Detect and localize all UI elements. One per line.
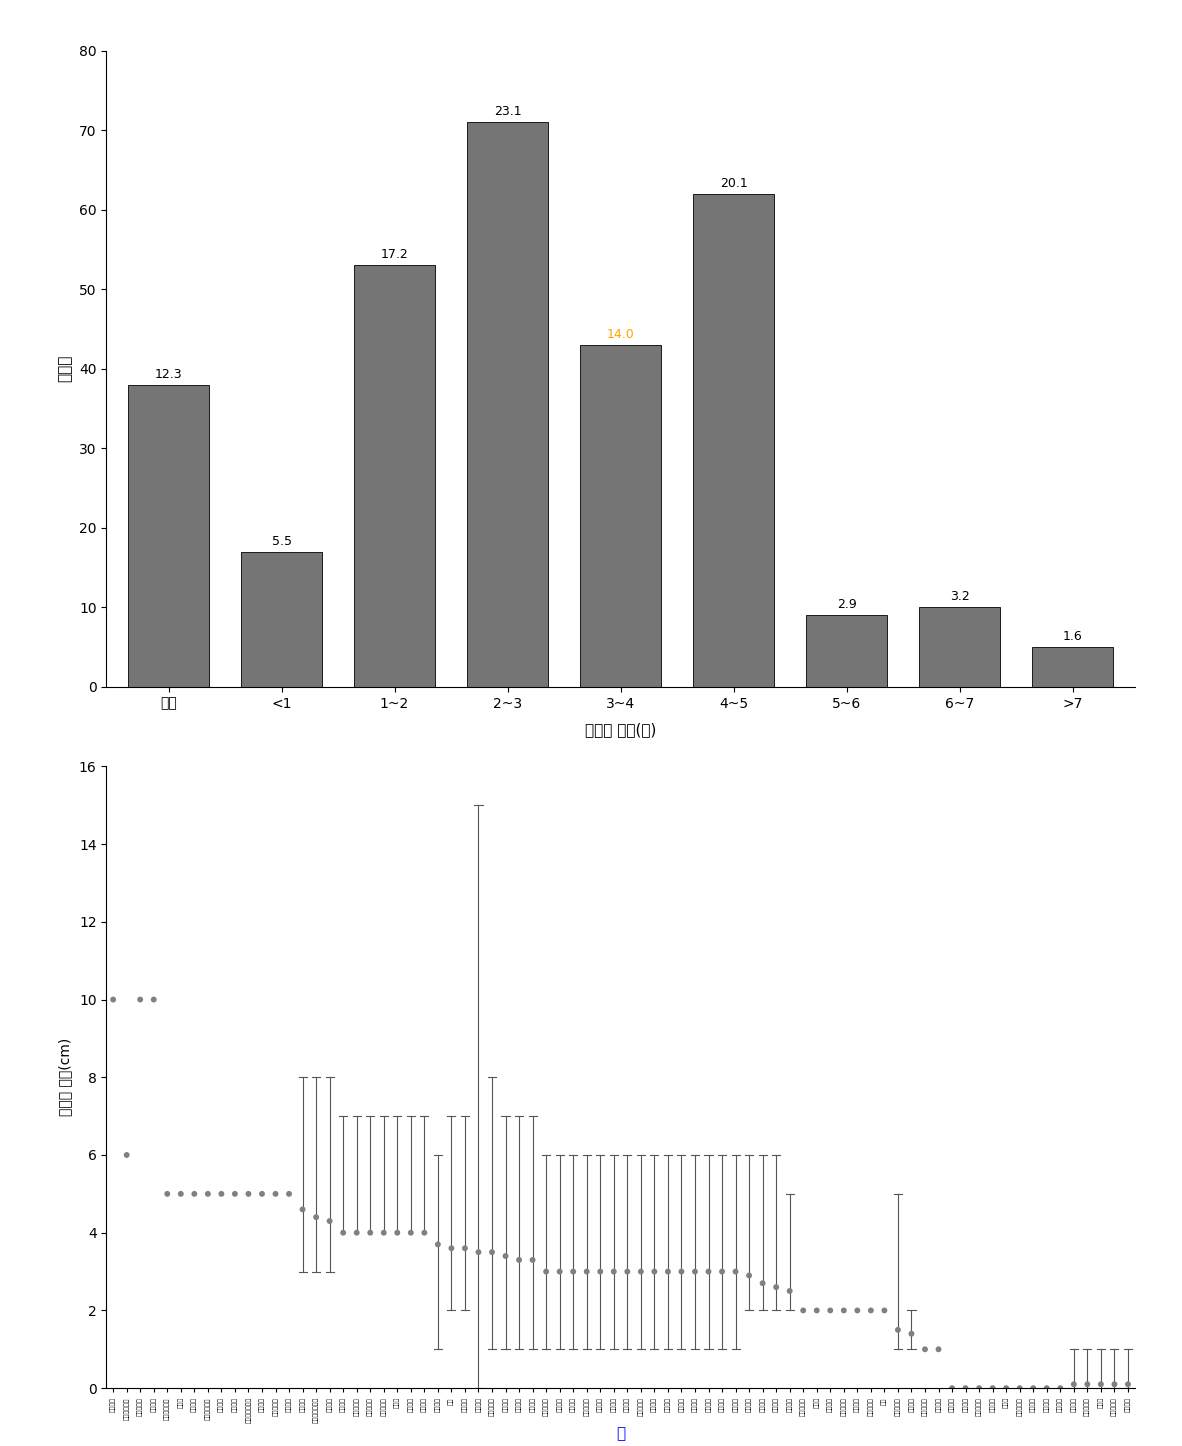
Point	[361, 1220, 379, 1244]
Point	[184, 1183, 203, 1206]
Point	[1024, 1377, 1043, 1400]
Point	[469, 1241, 488, 1264]
Point	[807, 1299, 826, 1322]
Point	[862, 1299, 881, 1322]
Text: 3.2: 3.2	[949, 590, 969, 603]
Point	[686, 1259, 704, 1283]
Point	[604, 1259, 623, 1283]
Point	[1011, 1377, 1030, 1400]
Point	[375, 1220, 394, 1244]
Point	[415, 1220, 434, 1244]
Text: 1.6: 1.6	[1063, 630, 1083, 643]
Bar	[693, 194, 774, 687]
X-axis label: 낙: 낙	[616, 1426, 625, 1442]
Bar	[918, 607, 1000, 687]
Point	[983, 1377, 1002, 1400]
Point	[1038, 1377, 1057, 1400]
Text: 2.9: 2.9	[837, 599, 857, 612]
Point	[618, 1259, 637, 1283]
Point	[1064, 1372, 1083, 1395]
Bar	[353, 265, 435, 687]
Point	[658, 1259, 677, 1283]
Point	[509, 1248, 528, 1271]
Bar	[241, 551, 323, 687]
Point	[996, 1377, 1015, 1400]
Point	[753, 1271, 772, 1294]
Point	[455, 1236, 474, 1259]
Point	[171, 1183, 190, 1206]
Point	[591, 1259, 610, 1283]
Point	[320, 1209, 339, 1232]
Point	[577, 1259, 596, 1283]
Point	[239, 1183, 258, 1206]
Point	[956, 1377, 975, 1400]
Point	[348, 1220, 366, 1244]
Bar	[128, 385, 209, 687]
Point	[1118, 1372, 1137, 1395]
Point	[199, 1183, 217, 1206]
Text: 17.2: 17.2	[381, 249, 409, 262]
Bar	[1032, 648, 1113, 687]
Bar	[580, 344, 661, 687]
X-axis label: 낙엽층 두께(㎝): 낙엽층 두께(㎝)	[585, 722, 656, 736]
Point	[875, 1299, 894, 1322]
Bar	[467, 121, 548, 687]
Point	[889, 1319, 908, 1342]
Point	[780, 1280, 799, 1303]
Point	[212, 1183, 230, 1206]
Point	[158, 1183, 177, 1206]
Point	[673, 1259, 691, 1283]
Text: 14.0: 14.0	[606, 328, 635, 341]
Text: 20.1: 20.1	[720, 176, 747, 189]
Point	[388, 1220, 407, 1244]
Text: 12.3: 12.3	[155, 367, 182, 380]
Point	[834, 1299, 853, 1322]
Point	[117, 1144, 136, 1167]
Point	[144, 988, 163, 1011]
Point	[333, 1220, 352, 1244]
Point	[253, 1183, 272, 1206]
Point	[929, 1338, 948, 1361]
Point	[537, 1259, 556, 1283]
Point	[631, 1259, 650, 1283]
Point	[902, 1322, 921, 1345]
Point	[428, 1233, 447, 1257]
Point	[645, 1259, 664, 1283]
Point	[550, 1259, 569, 1283]
Point	[482, 1241, 501, 1264]
Point	[847, 1299, 866, 1322]
Point	[306, 1206, 325, 1229]
Point	[1105, 1372, 1124, 1395]
Point	[226, 1183, 245, 1206]
Point	[767, 1275, 786, 1299]
Point	[942, 1377, 961, 1400]
Point	[794, 1299, 813, 1322]
Point	[1091, 1372, 1110, 1395]
Point	[104, 988, 123, 1011]
Point	[280, 1183, 299, 1206]
Point	[293, 1197, 312, 1220]
Point	[564, 1259, 583, 1283]
Y-axis label: 낙엽층 두께(cm): 낙엽층 두께(cm)	[58, 1038, 72, 1116]
Point	[740, 1264, 759, 1287]
Point	[1078, 1372, 1097, 1395]
Point	[266, 1183, 285, 1206]
Point	[916, 1338, 935, 1361]
Y-axis label: 수체수: 수체수	[57, 356, 72, 382]
Point	[131, 988, 150, 1011]
Text: 5.5: 5.5	[272, 535, 292, 548]
Point	[524, 1248, 543, 1271]
Point	[726, 1259, 745, 1283]
Point	[820, 1299, 839, 1322]
Point	[1051, 1377, 1070, 1400]
Point	[969, 1377, 988, 1400]
Point	[442, 1236, 461, 1259]
Text: 23.1: 23.1	[494, 106, 521, 119]
Bar	[806, 616, 888, 687]
Point	[699, 1259, 717, 1283]
Point	[713, 1259, 732, 1283]
Point	[496, 1245, 515, 1268]
Point	[402, 1220, 421, 1244]
